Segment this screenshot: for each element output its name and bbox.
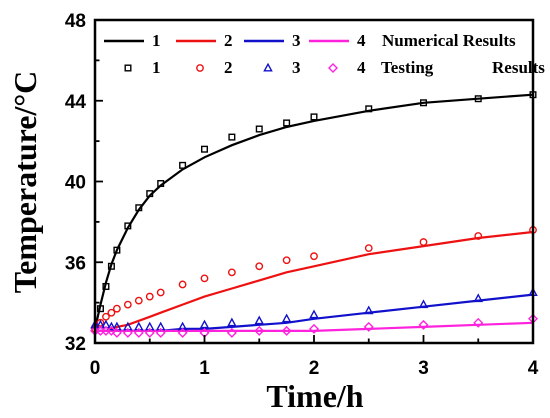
testing-point (420, 99, 428, 107)
testing-point (310, 252, 318, 261)
legend: Numerical Results Testing Results 1 2 3 4 1 2… (104, 31, 545, 77)
testing-point (113, 304, 121, 313)
x-tick-label: 1 (199, 358, 210, 379)
numerical-line-1 (93, 93, 534, 330)
testing-point (144, 327, 155, 338)
legend-line-number: 2 (224, 31, 233, 50)
legend-marker-1 (124, 64, 132, 72)
testing-point (200, 274, 209, 283)
testing-point (226, 327, 237, 338)
testing-point (107, 262, 115, 270)
y-tick-label: 48 (65, 11, 86, 32)
legend-marker-number: 4 (357, 58, 366, 77)
y-tick-labels: 32 36 40 44 48 (65, 11, 87, 355)
testing-point (179, 161, 187, 169)
numerical-line-2 (95, 230, 534, 332)
testing-point (474, 232, 483, 240)
testing-point (122, 327, 133, 338)
tick-marks (94, 19, 534, 344)
testing-point (254, 315, 265, 325)
testing-point (364, 244, 373, 253)
testing-point (178, 280, 187, 289)
x-tick-labels: 0 1 2 3 4 (90, 358, 539, 379)
testing-point (473, 293, 484, 303)
y-axis-title: Temperature/°C (7, 71, 43, 294)
testing-point (155, 327, 166, 338)
x-tick-label: 3 (418, 358, 429, 379)
testing-point (309, 323, 319, 334)
testing-point (111, 327, 122, 338)
x-tick-label: 0 (90, 358, 101, 379)
testing-point (363, 305, 374, 315)
testing-point (255, 262, 264, 271)
testing-point (418, 299, 429, 309)
testing-point (281, 313, 292, 323)
legend-results-label: Results (492, 58, 545, 77)
testing-point (418, 319, 429, 330)
y-tick-label: 32 (65, 334, 86, 355)
y-tick-label: 44 (65, 92, 87, 113)
testing-point (113, 246, 121, 254)
y-tick-label: 40 (65, 173, 86, 194)
plot-frame (93, 18, 535, 345)
testing-series-1 (91, 91, 537, 333)
legend-marker-number: 2 (224, 58, 233, 77)
testing-point (199, 319, 210, 329)
testing-point (473, 317, 484, 328)
testing-point (145, 292, 154, 301)
testing-point (107, 308, 116, 317)
testing-point (102, 282, 110, 290)
numerical-line-4 (95, 321, 534, 332)
plot-series (90, 91, 538, 338)
testing-point (124, 222, 132, 230)
testing-point (106, 325, 117, 336)
testing-point (133, 327, 144, 338)
testing-point (363, 321, 374, 332)
legend-marker-number: 1 (152, 58, 161, 77)
testing-point (156, 288, 165, 297)
testing-series-2 (91, 226, 537, 333)
testing-point (177, 327, 188, 338)
legend-line-number: 3 (292, 31, 301, 50)
legend-marker-3 (263, 62, 273, 72)
testing-point (255, 125, 263, 133)
testing-point (228, 133, 236, 141)
legend-marker-number: 3 (292, 58, 301, 77)
legend-line-number: 1 (152, 31, 161, 50)
testing-point (283, 119, 291, 127)
testing-point (96, 305, 104, 313)
legend-testing-label: Testing (381, 58, 434, 77)
testing-point (123, 300, 132, 309)
testing-point (157, 180, 165, 188)
legend-numerical-label: Numerical Results (382, 31, 516, 50)
legend-marker-4 (328, 63, 338, 73)
testing-point (474, 95, 482, 103)
testing-point (134, 296, 143, 305)
legend-line-number: 4 (357, 31, 366, 50)
x-axis-title: Time/h (266, 378, 363, 414)
testing-point (227, 268, 236, 277)
testing-point (282, 256, 291, 265)
testing-point (310, 113, 318, 121)
testing-point (365, 105, 373, 113)
testing-point (106, 321, 117, 331)
testing-point (146, 190, 154, 198)
testing-point (281, 325, 292, 336)
testing-point (135, 204, 143, 212)
legend-marker-2 (196, 64, 204, 72)
testing-point (419, 238, 428, 246)
testing-point (200, 145, 208, 153)
x-tick-label: 4 (528, 358, 539, 379)
x-tick-label: 2 (309, 358, 320, 379)
y-tick-label: 36 (65, 253, 86, 274)
testing-point (309, 309, 319, 319)
testing-point (227, 317, 237, 327)
testing-point (254, 325, 265, 336)
